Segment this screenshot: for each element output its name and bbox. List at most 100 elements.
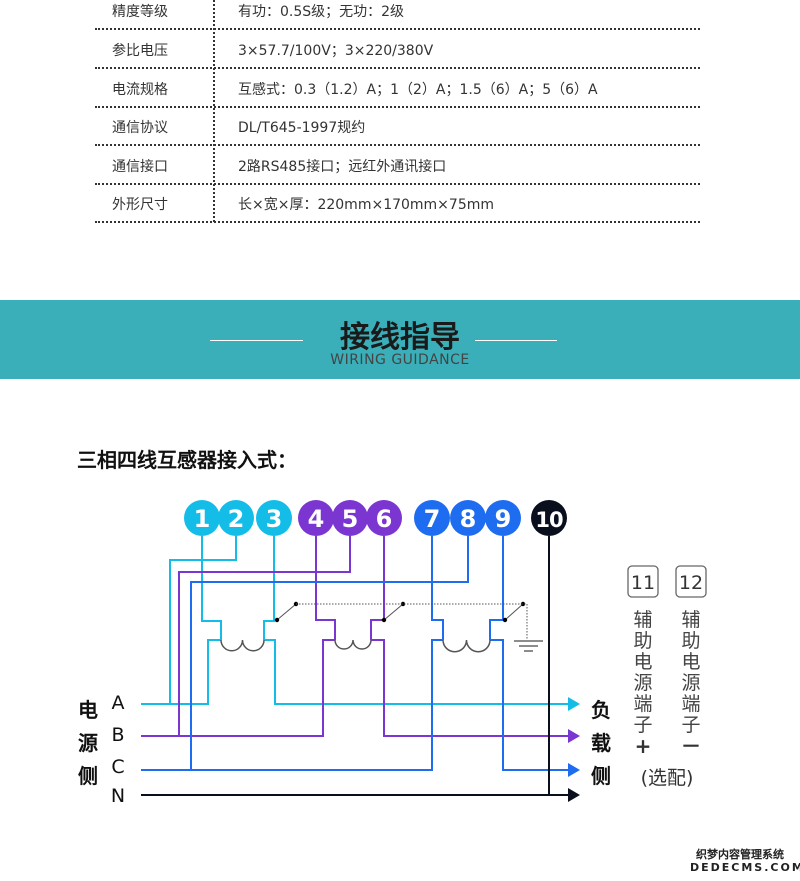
load-side-label: 载 [591, 731, 611, 755]
column-divider [213, 0, 215, 222]
aux-terminal-label: 子 [633, 714, 652, 736]
aux-terminal-box [675, 565, 707, 598]
arrow-icon-c [568, 763, 580, 777]
aux-terminal-label: 源 [681, 672, 700, 694]
spec-label: 外形尺寸 [112, 197, 168, 213]
terminal-number: 10 [535, 508, 563, 532]
switch-dot [502, 617, 508, 623]
spec-row: 精度等级 有功：0.5S级；无功：2级 [95, 0, 700, 30]
terminal-5 [332, 500, 368, 536]
spec-row: 通信接口 2路RS485接口；远红外通讯接口 [95, 147, 700, 185]
switch-dot [381, 617, 387, 623]
ct-coil-2 [334, 639, 372, 650]
aux-terminal-label: 辅 [633, 609, 652, 631]
aux-terminal-sign: + [635, 734, 652, 758]
banner-title: 接线指导 [340, 320, 460, 355]
switch-2 [383, 603, 404, 621]
aux-terminal-label: 助 [633, 630, 652, 652]
arrow-icon-n [568, 788, 580, 802]
spec-value: 互感式：0.3（1.2）A；1（2）A；1.5（6）A；5（6）A [238, 82, 598, 98]
spec-value: 3×57.7/100V；3×220/380V [238, 43, 434, 59]
wire-phase-b-out [371, 639, 570, 737]
switch-1 [276, 603, 297, 621]
wire-terminal-2 [169, 536, 237, 704]
aux-terminal-label: 子 [681, 714, 700, 736]
banner-line-left [210, 340, 303, 341]
terminal-9 [485, 500, 521, 536]
spec-label: 电流规格 [112, 82, 168, 98]
switch-dot [520, 601, 526, 607]
switch-dot [400, 601, 406, 607]
wire-phase-b-in [141, 639, 335, 737]
terminal-number: 9 [495, 505, 512, 533]
aux-terminal-label: 端 [633, 693, 652, 715]
terminal-number: 7 [424, 505, 441, 533]
phase-label: C [111, 756, 124, 778]
wire-phase-a-in [141, 639, 221, 705]
spec-value: 长×宽×厚：220mm×170mm×75mm [238, 197, 495, 213]
wire-terminal-5 [178, 536, 351, 736]
wire-terminal-3 [263, 536, 275, 640]
aux-terminal-label: 电 [633, 651, 652, 673]
aux-terminal-number: 11 [631, 572, 655, 594]
spec-row: 通信协议 DL/T645-1997规约 [95, 108, 700, 146]
wire-terminal-4 [315, 536, 336, 640]
arrow-icon-b [568, 729, 580, 743]
terminal-number: 2 [228, 505, 245, 533]
terminal-7 [414, 500, 450, 536]
wire-terminal-6 [370, 536, 385, 640]
terminal-4 [298, 500, 334, 536]
spec-value: DL/T645-1997规约 [238, 120, 366, 136]
terminal-number: 1 [194, 505, 211, 533]
switch-3 [504, 603, 524, 621]
wire-terminal-7 [431, 536, 444, 640]
terminal-10 [531, 500, 567, 536]
ct-coil-3 [442, 639, 491, 653]
aux-terminal-label: 助 [681, 630, 700, 652]
terminal-3 [256, 500, 292, 536]
spec-label: 通信接口 [112, 159, 168, 175]
aux-terminal-sign: － [681, 734, 701, 758]
source-side-label: 源 [78, 731, 98, 755]
watermark-line1: 织梦内容管理系统 [696, 848, 784, 861]
wire-terminal-9 [489, 536, 504, 640]
banner-line-right [475, 340, 557, 341]
arrow-icon-a [568, 697, 580, 711]
aux-terminal-label: 电 [681, 651, 700, 673]
spec-row: 外形尺寸 长×宽×厚：220mm×170mm×75mm [95, 185, 700, 223]
terminal-2 [218, 500, 254, 536]
terminal-8 [450, 500, 486, 536]
spec-row: 电流规格 互感式：0.3（1.2）A；1（2）A；1.5（6）A；5（6）A [95, 70, 700, 108]
source-side-label: 侧 [78, 764, 98, 788]
aux-terminal-label: 端 [681, 693, 700, 715]
section-banner: 接线指导 WIRING GUIDANCE [0, 300, 800, 379]
terminal-number: 4 [308, 505, 325, 533]
spec-label: 精度等级 [112, 4, 168, 20]
terminal-1 [184, 500, 220, 536]
watermark: 织梦内容管理系统 DEDECMS.COM [690, 848, 800, 874]
terminal-number: 3 [266, 505, 283, 533]
spec-label: 参比电压 [112, 43, 168, 59]
phase-label: B [111, 724, 124, 746]
banner-subtitle: WIRING GUIDANCE [330, 352, 470, 368]
aux-terminal-label: 源 [633, 672, 652, 694]
terminal-number: 5 [342, 505, 359, 533]
wire-phase-c-out [490, 639, 570, 771]
source-side-label: 电 [78, 698, 98, 722]
phase-label: N [111, 785, 125, 807]
spec-value: 有功：0.5S级；无功：2级 [238, 4, 405, 20]
spec-row: 参比电压 3×57.7/100V；3×220/380V [95, 31, 700, 69]
switch-link-dotted [296, 603, 528, 640]
terminal-number: 8 [460, 505, 477, 533]
load-side-label: 侧 [591, 764, 611, 788]
wire-phase-c-in [141, 639, 443, 771]
spec-label: 通信协议 [112, 120, 168, 136]
optional-note: (选配) [641, 767, 694, 789]
terminal-6 [366, 500, 402, 536]
wire-terminal-1 [201, 536, 222, 640]
spec-value: 2路RS485接口；远红外通讯接口 [238, 159, 447, 175]
aux-terminal-number: 12 [679, 572, 703, 594]
section-title: 三相四线互感器接入式： [77, 448, 297, 472]
wire-phase-a-out [264, 639, 570, 705]
